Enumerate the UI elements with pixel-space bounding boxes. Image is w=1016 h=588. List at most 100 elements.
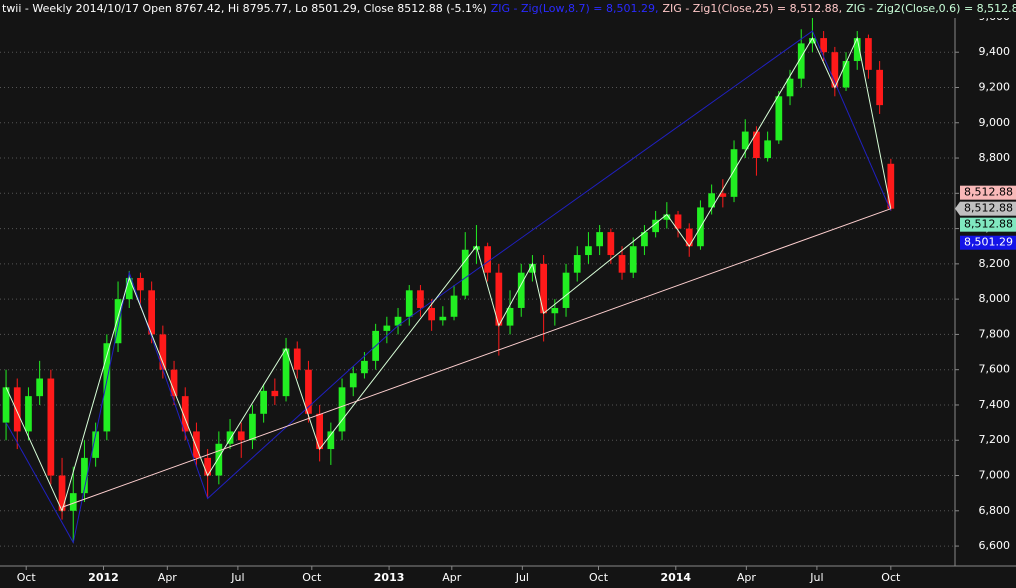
y-tick-label: 7,400 xyxy=(979,398,1011,411)
candle-body xyxy=(506,307,514,326)
candle-body xyxy=(461,249,469,296)
price-label-box xyxy=(960,235,1016,250)
candle-body xyxy=(148,290,156,335)
candle-body xyxy=(652,219,659,233)
candle-body xyxy=(327,431,335,450)
candle-body xyxy=(551,307,559,314)
price-label: 8,512.88 xyxy=(964,186,1013,199)
price-arrow xyxy=(955,201,960,216)
candle-body xyxy=(226,431,234,444)
x-tick-label: Oct xyxy=(589,571,609,584)
candle-body xyxy=(181,396,189,432)
candle-body xyxy=(853,38,861,62)
x-tick-label: Apr xyxy=(737,571,757,584)
x-tick-label: 2013 xyxy=(374,571,405,584)
x-tick-label: Oct xyxy=(881,571,901,584)
candle-body xyxy=(125,277,133,300)
candle-body xyxy=(540,263,547,314)
candle-body xyxy=(137,277,144,291)
candle-body xyxy=(887,163,895,209)
x-tick-label: Apr xyxy=(158,571,178,584)
candle-body xyxy=(484,246,491,273)
candle-body xyxy=(428,307,435,321)
candle-body xyxy=(13,387,21,432)
candle-body xyxy=(103,343,111,432)
title-part: ZIG - Zig(Low,8.7) = 8,501.29, xyxy=(491,2,659,15)
price-label-box xyxy=(960,185,1016,200)
candle-body xyxy=(271,390,279,397)
y-tick-label: 6,800 xyxy=(979,504,1011,517)
candle-body xyxy=(585,246,592,256)
candle-body xyxy=(193,431,200,458)
candle-body xyxy=(618,255,626,273)
candle-body xyxy=(405,290,413,317)
candle-body xyxy=(36,378,44,397)
candle-body xyxy=(305,369,312,414)
candle-body xyxy=(383,325,391,331)
candle-body xyxy=(730,149,738,197)
price-label: 8,501.29 xyxy=(964,236,1013,249)
candle-body xyxy=(394,316,402,326)
y-tick-label: 8,800 xyxy=(979,151,1011,164)
candle-body xyxy=(92,431,100,458)
candle-body xyxy=(338,387,346,432)
candle-body xyxy=(81,457,88,494)
candle-body xyxy=(719,193,727,197)
x-tick-label: 2014 xyxy=(660,571,691,584)
candle-body xyxy=(842,61,850,88)
x-tick-label: Jul xyxy=(515,571,529,584)
candle-body xyxy=(69,493,77,511)
candle-body xyxy=(764,140,771,159)
y-tick-label: 9,400 xyxy=(979,45,1011,58)
candle-body xyxy=(865,38,872,70)
candle-body xyxy=(562,272,570,308)
y-tick-label: 7,600 xyxy=(979,363,1011,376)
candle-body xyxy=(685,228,693,247)
candle-body xyxy=(293,348,301,370)
candle-body xyxy=(361,360,368,374)
x-tick-label: Jul xyxy=(809,571,823,584)
candle-body xyxy=(170,369,178,397)
y-tick-label: 8,200 xyxy=(979,257,1011,270)
candle-body xyxy=(114,299,122,344)
x-tick-label: 2012 xyxy=(88,571,119,584)
candle-body xyxy=(282,348,290,397)
candle-body xyxy=(607,232,615,256)
price-label-box xyxy=(960,217,1016,232)
candle-body xyxy=(517,272,525,308)
candle-body xyxy=(797,43,805,79)
title-part: ZIG - Zig2(Close,0.6) = 8,512.88 , xyxy=(846,2,1016,15)
candle-body xyxy=(663,214,671,220)
x-tick-label: Apr xyxy=(442,571,462,584)
candle-body xyxy=(786,78,794,97)
zigzag-line xyxy=(5,36,892,513)
candle-body xyxy=(708,193,715,208)
candle-body xyxy=(249,413,256,441)
y-tick-label: 6,600 xyxy=(979,539,1011,552)
y-tick-label: 7,000 xyxy=(979,469,1011,482)
candle-body xyxy=(159,334,167,370)
candle-body xyxy=(596,232,603,247)
candle-body xyxy=(674,214,682,229)
title-bar xyxy=(0,0,1016,18)
y-tick-label: 7,800 xyxy=(979,327,1011,340)
candle-body xyxy=(450,295,458,317)
candle-body xyxy=(741,131,749,150)
candle-body xyxy=(529,263,536,273)
candle-body xyxy=(2,387,10,423)
candle-body xyxy=(820,38,827,53)
candle-body xyxy=(204,457,212,476)
candle-body xyxy=(876,69,883,106)
y-tick-label: 7,200 xyxy=(979,433,1011,446)
title-part: twii - Weekly 2014/10/17 Open 8767.42, H… xyxy=(2,2,487,15)
zigzag-line xyxy=(5,30,892,544)
candle-body xyxy=(439,316,447,321)
x-tick-label: Oct xyxy=(17,571,37,584)
title-part: ZIG - Zig1(Close,25) = 8,512.88, xyxy=(663,2,843,15)
x-tick-label: Jul xyxy=(230,571,244,584)
candle-body xyxy=(417,290,424,308)
candle-body xyxy=(753,131,760,159)
candle-body xyxy=(809,38,816,44)
